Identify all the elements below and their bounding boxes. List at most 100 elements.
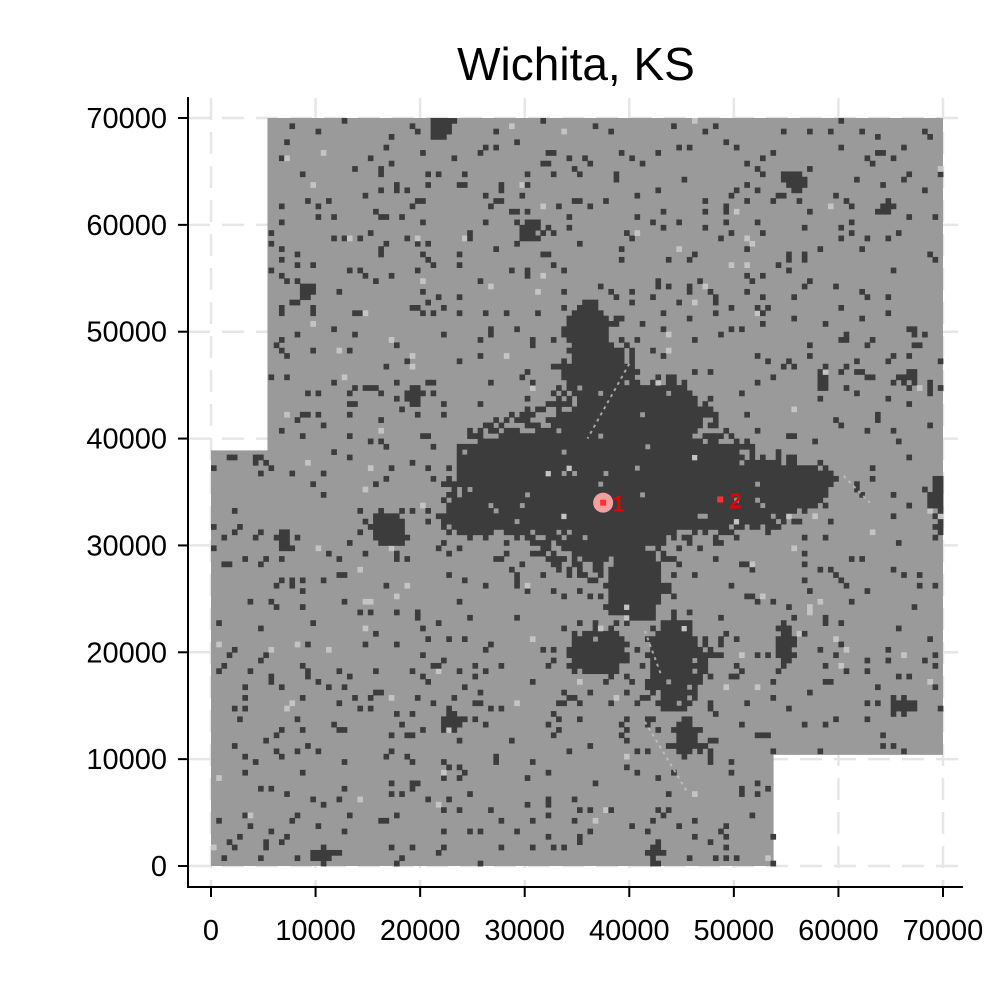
developed-cell xyxy=(650,492,656,498)
developed-cell xyxy=(624,545,630,552)
developed-cell xyxy=(723,454,730,461)
developed-cell xyxy=(932,582,939,589)
developed-cell xyxy=(597,401,604,407)
developed-cell xyxy=(556,395,562,402)
developed-cell xyxy=(294,278,301,285)
developed-cell xyxy=(404,534,411,541)
developed-cell xyxy=(780,641,787,648)
developed-cell xyxy=(446,475,452,482)
developed-cell xyxy=(493,417,499,423)
developed-cell xyxy=(686,743,693,749)
developed-cell xyxy=(890,492,897,498)
developed-cell xyxy=(467,481,473,488)
developed-cell xyxy=(482,508,489,514)
developed-cell xyxy=(315,390,322,397)
developed-cell xyxy=(650,497,656,504)
developed-cell xyxy=(665,379,672,386)
developed-cell xyxy=(880,203,886,210)
developed-cell xyxy=(650,508,656,514)
developed-cell xyxy=(702,529,709,536)
developed-cell xyxy=(780,662,787,669)
developed-cell xyxy=(671,662,677,669)
developed-cell xyxy=(624,422,630,429)
developed-cell xyxy=(503,310,510,317)
developed-cell xyxy=(509,481,515,488)
developed-cell xyxy=(587,358,594,365)
center-label-1: 1 xyxy=(612,492,624,517)
developed-cell xyxy=(644,716,651,723)
developed-cell xyxy=(890,267,897,274)
developed-cell xyxy=(843,198,850,204)
developed-cell xyxy=(624,401,630,407)
developed-cell xyxy=(529,524,536,530)
developed-cell xyxy=(911,705,918,712)
developed-cell xyxy=(692,422,698,429)
developed-cell xyxy=(477,475,484,482)
developed-cell xyxy=(613,374,620,381)
developed-cell xyxy=(383,443,390,450)
developed-cell xyxy=(252,459,259,466)
developed-cell xyxy=(807,166,813,172)
developed-cell xyxy=(383,144,390,151)
developed-cell xyxy=(597,550,604,557)
y-tick-label-2: 20000 xyxy=(86,637,167,669)
developed-cell xyxy=(634,748,641,755)
developed-cell xyxy=(592,395,599,402)
developed-cell xyxy=(827,128,834,135)
developed-cell xyxy=(671,705,677,712)
developed-cell xyxy=(775,262,782,268)
developed-cell xyxy=(409,385,416,391)
developed-cell xyxy=(420,652,426,659)
developed-cell xyxy=(535,497,541,504)
developed-cell xyxy=(692,395,698,402)
developed-cell xyxy=(550,470,557,477)
developed-cell xyxy=(754,427,761,434)
developed-cell xyxy=(932,684,939,691)
developed-cell xyxy=(775,454,782,461)
developed-cell xyxy=(529,235,536,242)
developed-cell xyxy=(561,390,567,397)
developed-cell xyxy=(634,502,641,509)
developed-cell xyxy=(639,593,646,600)
developed-cell xyxy=(859,128,865,135)
developed-cell xyxy=(655,502,662,509)
developed-cell xyxy=(728,443,735,450)
developed-cell xyxy=(587,379,594,386)
developed-cell xyxy=(592,566,599,573)
developed-cell xyxy=(812,492,818,498)
developed-cell xyxy=(289,582,296,589)
developed-cell xyxy=(577,641,583,648)
developed-cell xyxy=(760,481,766,488)
developed-cell xyxy=(660,652,667,659)
developed-cell xyxy=(592,411,599,418)
developed-cell xyxy=(482,475,489,482)
developed-cell xyxy=(482,582,489,589)
developed-cell xyxy=(409,780,416,787)
developed-cell xyxy=(681,620,688,626)
x-tick-label-1: 10000 xyxy=(275,915,356,947)
center-label-2: 2 xyxy=(729,488,741,513)
developed-cell xyxy=(456,524,463,530)
developed-cell xyxy=(728,475,735,482)
developed-cell xyxy=(665,668,672,675)
developed-cell xyxy=(895,230,902,236)
developed-cell xyxy=(571,817,578,824)
developed-cell xyxy=(655,524,662,530)
developed-cell xyxy=(336,572,343,578)
light-cell xyxy=(561,128,567,135)
developed-cell xyxy=(629,481,635,488)
developed-cell xyxy=(624,459,630,466)
developed-cell xyxy=(639,427,646,434)
developed-cell xyxy=(577,534,583,541)
developed-cell xyxy=(655,566,662,573)
developed-cell xyxy=(571,331,578,338)
developed-cell xyxy=(608,598,614,605)
light-cell xyxy=(927,679,933,685)
developed-cell xyxy=(634,411,641,418)
developed-cell xyxy=(780,657,787,664)
developed-cell xyxy=(493,502,499,509)
developed-cell xyxy=(796,502,803,509)
developed-cell xyxy=(686,732,693,739)
developed-cell xyxy=(550,150,557,156)
developed-cell xyxy=(582,502,588,509)
